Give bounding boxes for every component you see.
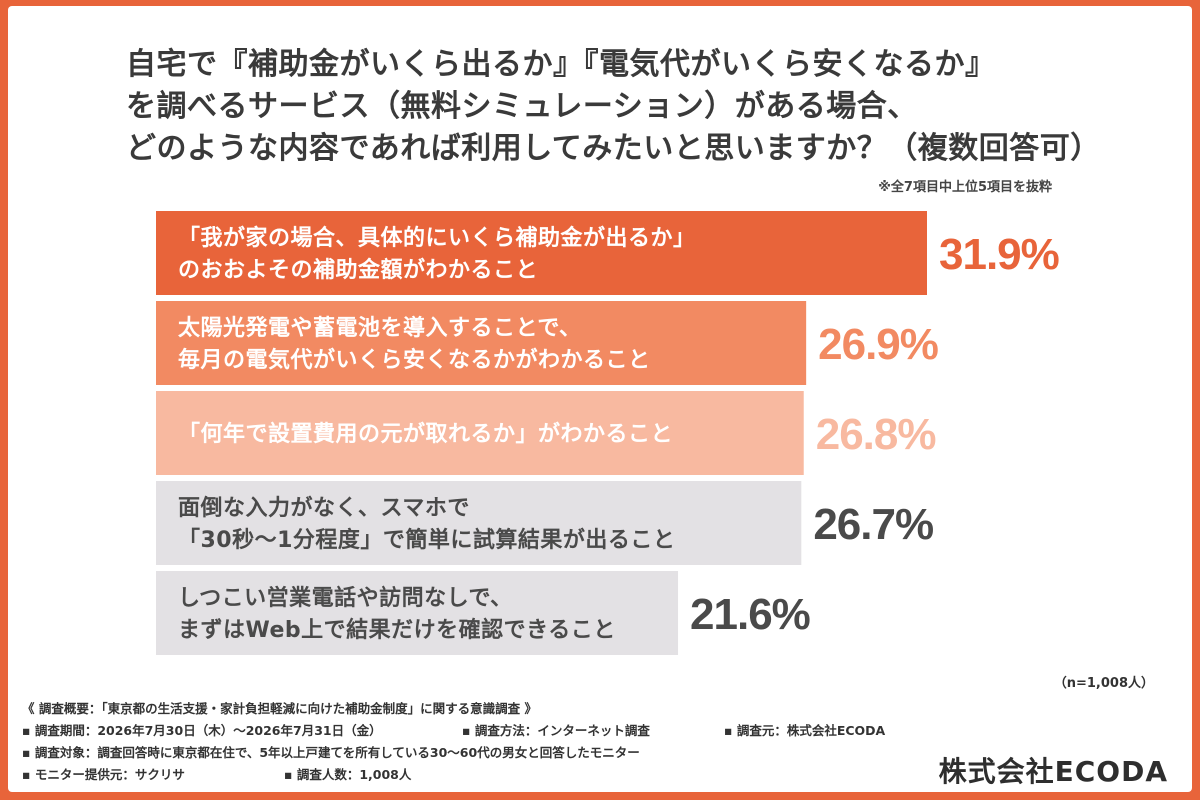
top-items-note: ※全7項目中上位5項目を抜粋 — [878, 180, 1052, 195]
overview-heading: 《 調査概要：「東京都の生活支援・家計負担軽減に向けた補助金制度」に関する意識調… — [22, 701, 537, 716]
chart-title: 自宅で『補助金がいくら出るか』『電気代がいくら安くなるか』 を調べるサービス（無… — [126, 44, 1106, 170]
category-label: しつこい営業電話や訪問なしで、 — [178, 585, 513, 611]
survey-source: ▪ 調査元：株式会社ECODA — [724, 723, 886, 738]
category-label: 「我が家の場合、具体的にいくら補助金が出るか」 — [178, 225, 696, 251]
survey-target: ▪ 調査対象：調査回答時に東京都在住で、5年以上戸建てを所有している30〜60代… — [22, 745, 640, 760]
title-line: 自宅で『補助金がいくら出るか』『電気代がいくら安くなるか』 — [126, 47, 996, 82]
category-label: 毎月の電気代がいくら安くなるかがわかること — [178, 347, 651, 373]
survey-overview: 《 調査概要：「東京都の生活支援・家計負担軽減に向けた補助金制度」に関する意識調… — [22, 698, 952, 786]
bar — [156, 481, 802, 565]
value-label: 26.9% — [818, 320, 938, 369]
bar — [156, 571, 679, 655]
category-label: 面倒な入力がなく、スマホで — [178, 495, 470, 521]
bar — [156, 301, 807, 385]
monitor-provider: ▪ モニター提供元：サクリサ — [22, 767, 185, 782]
survey-method: ▪ 調査方法：インターネット調査 — [462, 723, 650, 738]
survey-card: 自宅で『補助金がいくら出るか』『電気代がいくら安くなるか』 を調べるサービス（無… — [8, 6, 1192, 792]
company-logo-text: 株式会社ECODA — [938, 755, 1168, 788]
title-line: を調べるサービス（無料シミュレーション）がある場合、 — [126, 89, 918, 124]
category-label: まずはWeb上で結果だけを確認できること — [178, 617, 616, 643]
bar — [156, 211, 927, 295]
survey-period: ▪ 調査期間：2026年7月30日（木）〜2026年7月31日（金） — [22, 723, 382, 738]
sample-size-note: （n=1,008人） — [1053, 676, 1154, 691]
value-label: 26.7% — [813, 500, 933, 549]
value-label: 31.9% — [939, 230, 1059, 279]
category-label: のおおよその補助金額がわかること — [178, 257, 538, 283]
category-label: 「何年で設置費用の元が取れるか」がわかること — [178, 421, 673, 447]
bar-chart: 「我が家の場合、具体的にいくら補助金が出るか」のおおよその補助金額がわかること 3… — [156, 211, 1060, 655]
category-label: 「30秒〜1分程度」で簡単に試算結果が出ること — [178, 527, 675, 553]
category-label: 太陽光発電や蓄電池を導入することで、 — [178, 315, 581, 341]
value-label: 21.6% — [690, 590, 810, 639]
value-label: 26.8% — [816, 410, 936, 459]
bar — [156, 391, 804, 475]
respondent-count: ▪ 調査人数：1,008人 — [284, 767, 412, 782]
title-line: どのような内容であれば利用してみたいと思いますか？（複数回答可） — [126, 131, 1101, 166]
